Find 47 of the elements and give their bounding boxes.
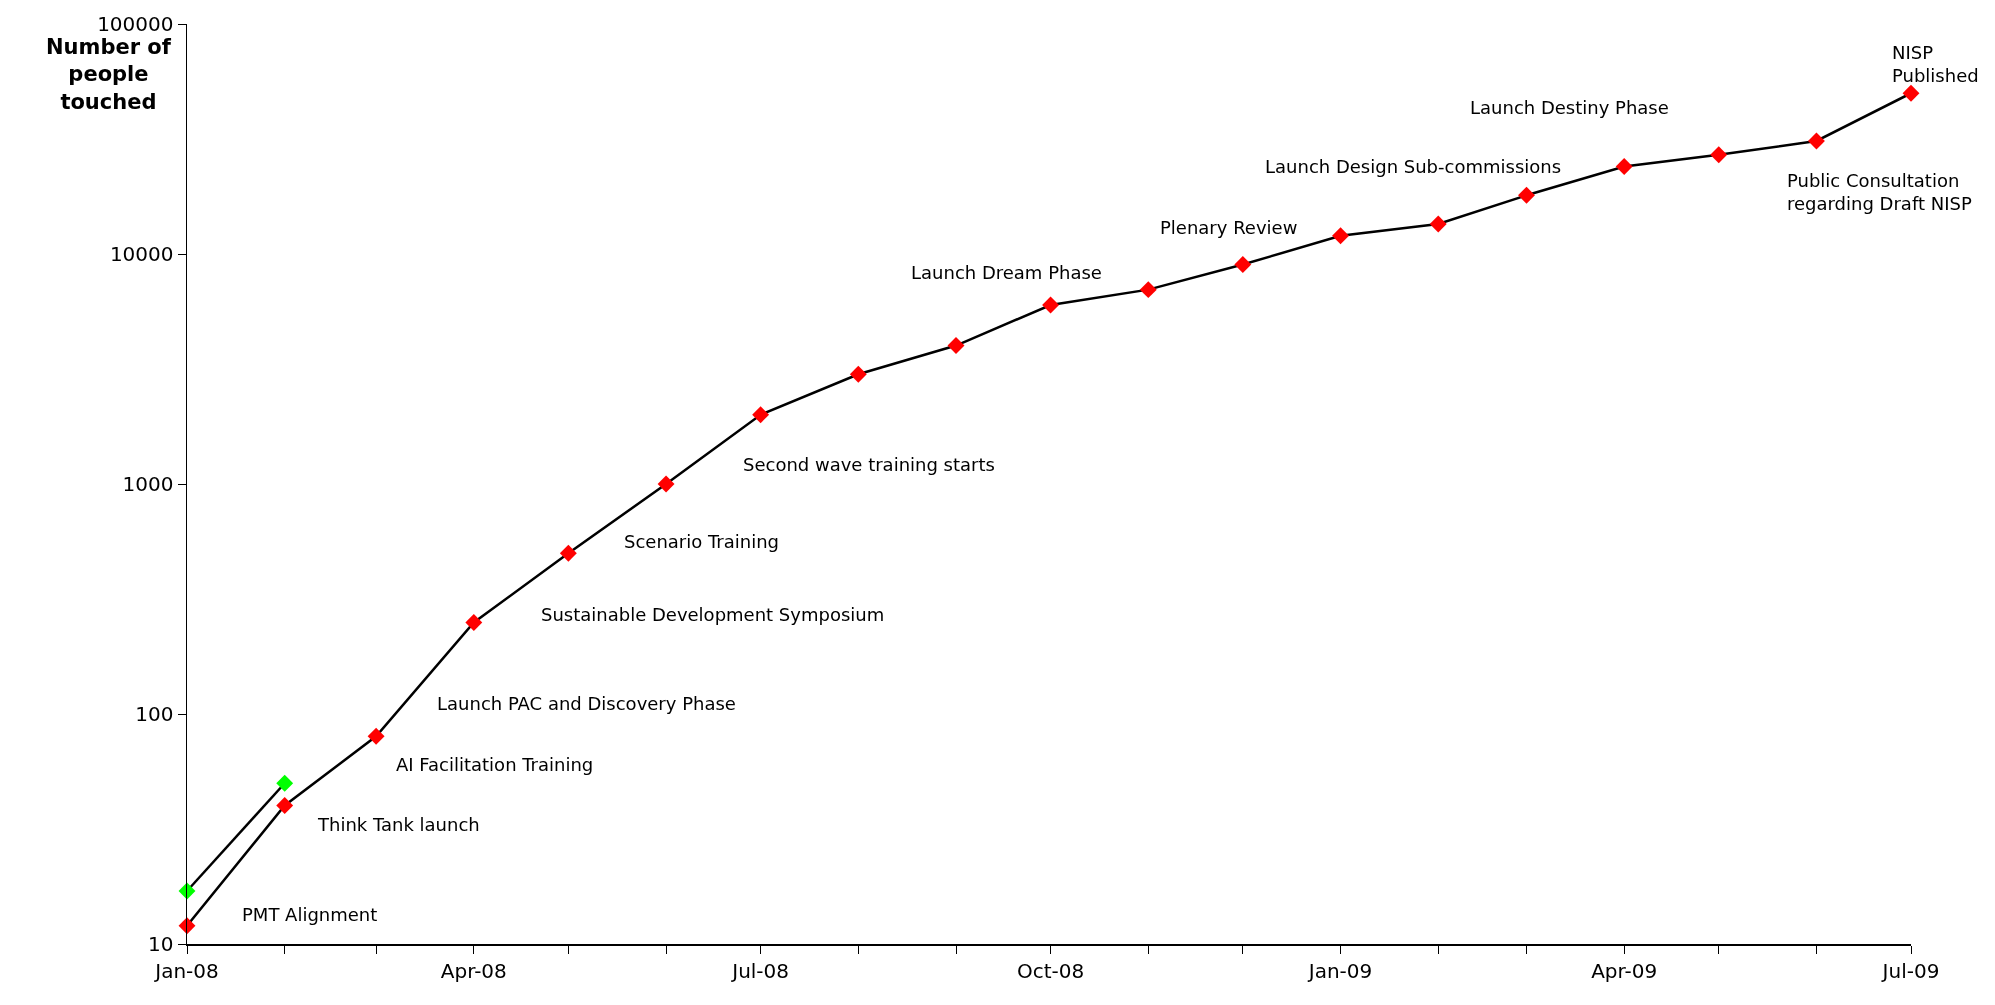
- annotation: AI Facilitation Training: [396, 754, 594, 775]
- y-tick-label: 10000: [109, 242, 174, 266]
- point: [1042, 296, 1060, 314]
- point: [276, 797, 294, 814]
- point: [1429, 215, 1447, 233]
- point: [752, 406, 770, 424]
- annotation: Public Consultation regarding Draft NISP: [1787, 170, 1972, 215]
- x-tick-label: Apr-09: [1591, 958, 1658, 983]
- point: [657, 475, 675, 493]
- y-tick-label: 100000: [97, 12, 174, 36]
- annotation: PMT Alignment: [242, 904, 378, 925]
- point: [178, 882, 196, 900]
- point: [849, 365, 867, 383]
- x-tick-label: Apr-08: [440, 958, 507, 983]
- x-tick-label: Jan-08: [153, 958, 219, 983]
- annotation: NISP Published: [1892, 42, 1979, 87]
- point: [1615, 158, 1633, 175]
- point: [178, 917, 196, 935]
- point: [1710, 146, 1728, 164]
- point: [1234, 256, 1252, 273]
- x-tick-label: Jul-09: [1880, 958, 1940, 983]
- point: [1808, 132, 1825, 150]
- annotation: Launch Design Sub-commissions: [1265, 156, 1562, 177]
- point: [1518, 186, 1535, 204]
- y-axis-title: Number of people touched: [46, 35, 172, 114]
- annotation: Launch Dream Phase: [911, 262, 1102, 283]
- point: [1139, 281, 1157, 299]
- x-tick-label: Jul-08: [730, 958, 790, 983]
- point: [947, 337, 965, 354]
- point: [276, 774, 294, 792]
- point: [559, 544, 577, 562]
- annotation: Plenary Review: [1160, 217, 1298, 238]
- annotation: Launch Destiny Phase: [1470, 97, 1669, 118]
- x-tick-label: Jan-09: [1306, 958, 1373, 983]
- point: [1902, 84, 1920, 102]
- y-tick-label: 10: [148, 932, 174, 956]
- x-tick-label: Oct-08: [1016, 958, 1085, 983]
- annotation: Scenario Training: [624, 531, 779, 552]
- y-tick-label: 100: [135, 702, 174, 726]
- point: [465, 614, 483, 631]
- annotation: Sustainable Development Symposium: [541, 604, 885, 625]
- point: [367, 727, 385, 745]
- point: [1332, 227, 1349, 245]
- annotation: Second wave training starts: [743, 454, 995, 475]
- annotation: Think Tank launch: [317, 814, 480, 835]
- annotation: Launch PAC and Discovery Phase: [437, 693, 736, 714]
- y-tick-label: 1000: [122, 472, 174, 496]
